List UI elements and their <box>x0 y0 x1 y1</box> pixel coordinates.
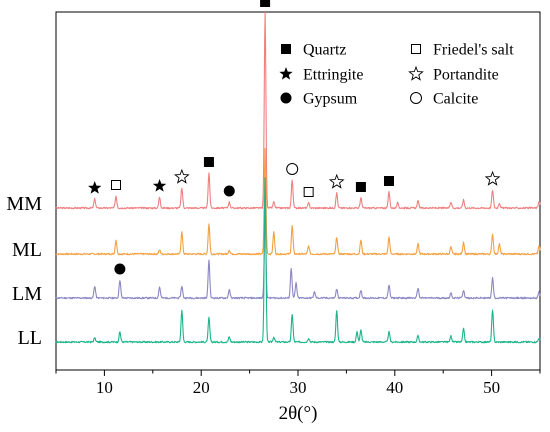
series-line-ll <box>55 177 541 344</box>
phase-marker-quartz <box>260 0 271 7</box>
phase-marker-quartz <box>355 182 366 192</box>
phase-marker-portandite <box>328 173 345 189</box>
series-label-ml: ML <box>12 239 42 261</box>
series-line-lm <box>55 215 541 300</box>
phase-marker-friedel-s-salt <box>111 180 122 190</box>
legend-label: Gypsum <box>303 91 358 108</box>
legend-marker-calcite <box>410 92 422 104</box>
phase-marker-portandite <box>484 170 501 186</box>
x-tick-label: 50 <box>483 378 500 397</box>
legend-label: Portandite <box>433 67 499 84</box>
legend-label: Calcite <box>433 91 478 108</box>
x-tick-label: 30 <box>290 378 307 397</box>
phase-marker-gypsum <box>114 263 126 275</box>
series-label-layer: MM ML LM LL <box>6 193 42 349</box>
legend: Quartz Friedel's salt Ettringite Portandite… <box>279 42 514 108</box>
phase-marker-portandite <box>173 168 190 184</box>
phase-marker-quartz <box>383 176 394 186</box>
x-axis: 10 20 30 40 50 <box>55 370 541 397</box>
phase-marker-gypsum <box>223 185 235 197</box>
x-axis-title: 2θ(°) <box>279 403 318 424</box>
series-line-ml <box>55 147 541 256</box>
series-layer <box>55 11 541 344</box>
legend-marker-portandite <box>408 65 424 81</box>
phase-marker-calcite <box>286 163 299 175</box>
series-line-mm <box>55 11 541 210</box>
series-label-ll: LL <box>18 327 42 349</box>
phase-marker-layer <box>88 0 501 275</box>
legend-marker-gypsum <box>280 92 292 104</box>
series-label-mm: MM <box>6 193 42 215</box>
legend-marker-quartz <box>281 44 291 54</box>
legend-marker-friedel-s-salt <box>411 44 421 54</box>
legend-marker-ettringite <box>279 67 293 80</box>
legend-label: Ettringite <box>303 67 363 84</box>
phase-marker-ettringite <box>152 179 167 192</box>
phase-marker-friedel-s-salt <box>303 187 314 197</box>
series-label-lm: LM <box>12 283 42 305</box>
legend-label: Quartz <box>303 42 347 59</box>
phase-marker-ettringite <box>88 181 102 194</box>
x-tick-label: 20 <box>193 378 210 397</box>
legend-label: Friedel's salt <box>433 42 514 59</box>
x-tick-label: 10 <box>96 378 113 397</box>
x-tick-label: 40 <box>386 378 403 397</box>
phase-marker-quartz <box>203 157 214 167</box>
